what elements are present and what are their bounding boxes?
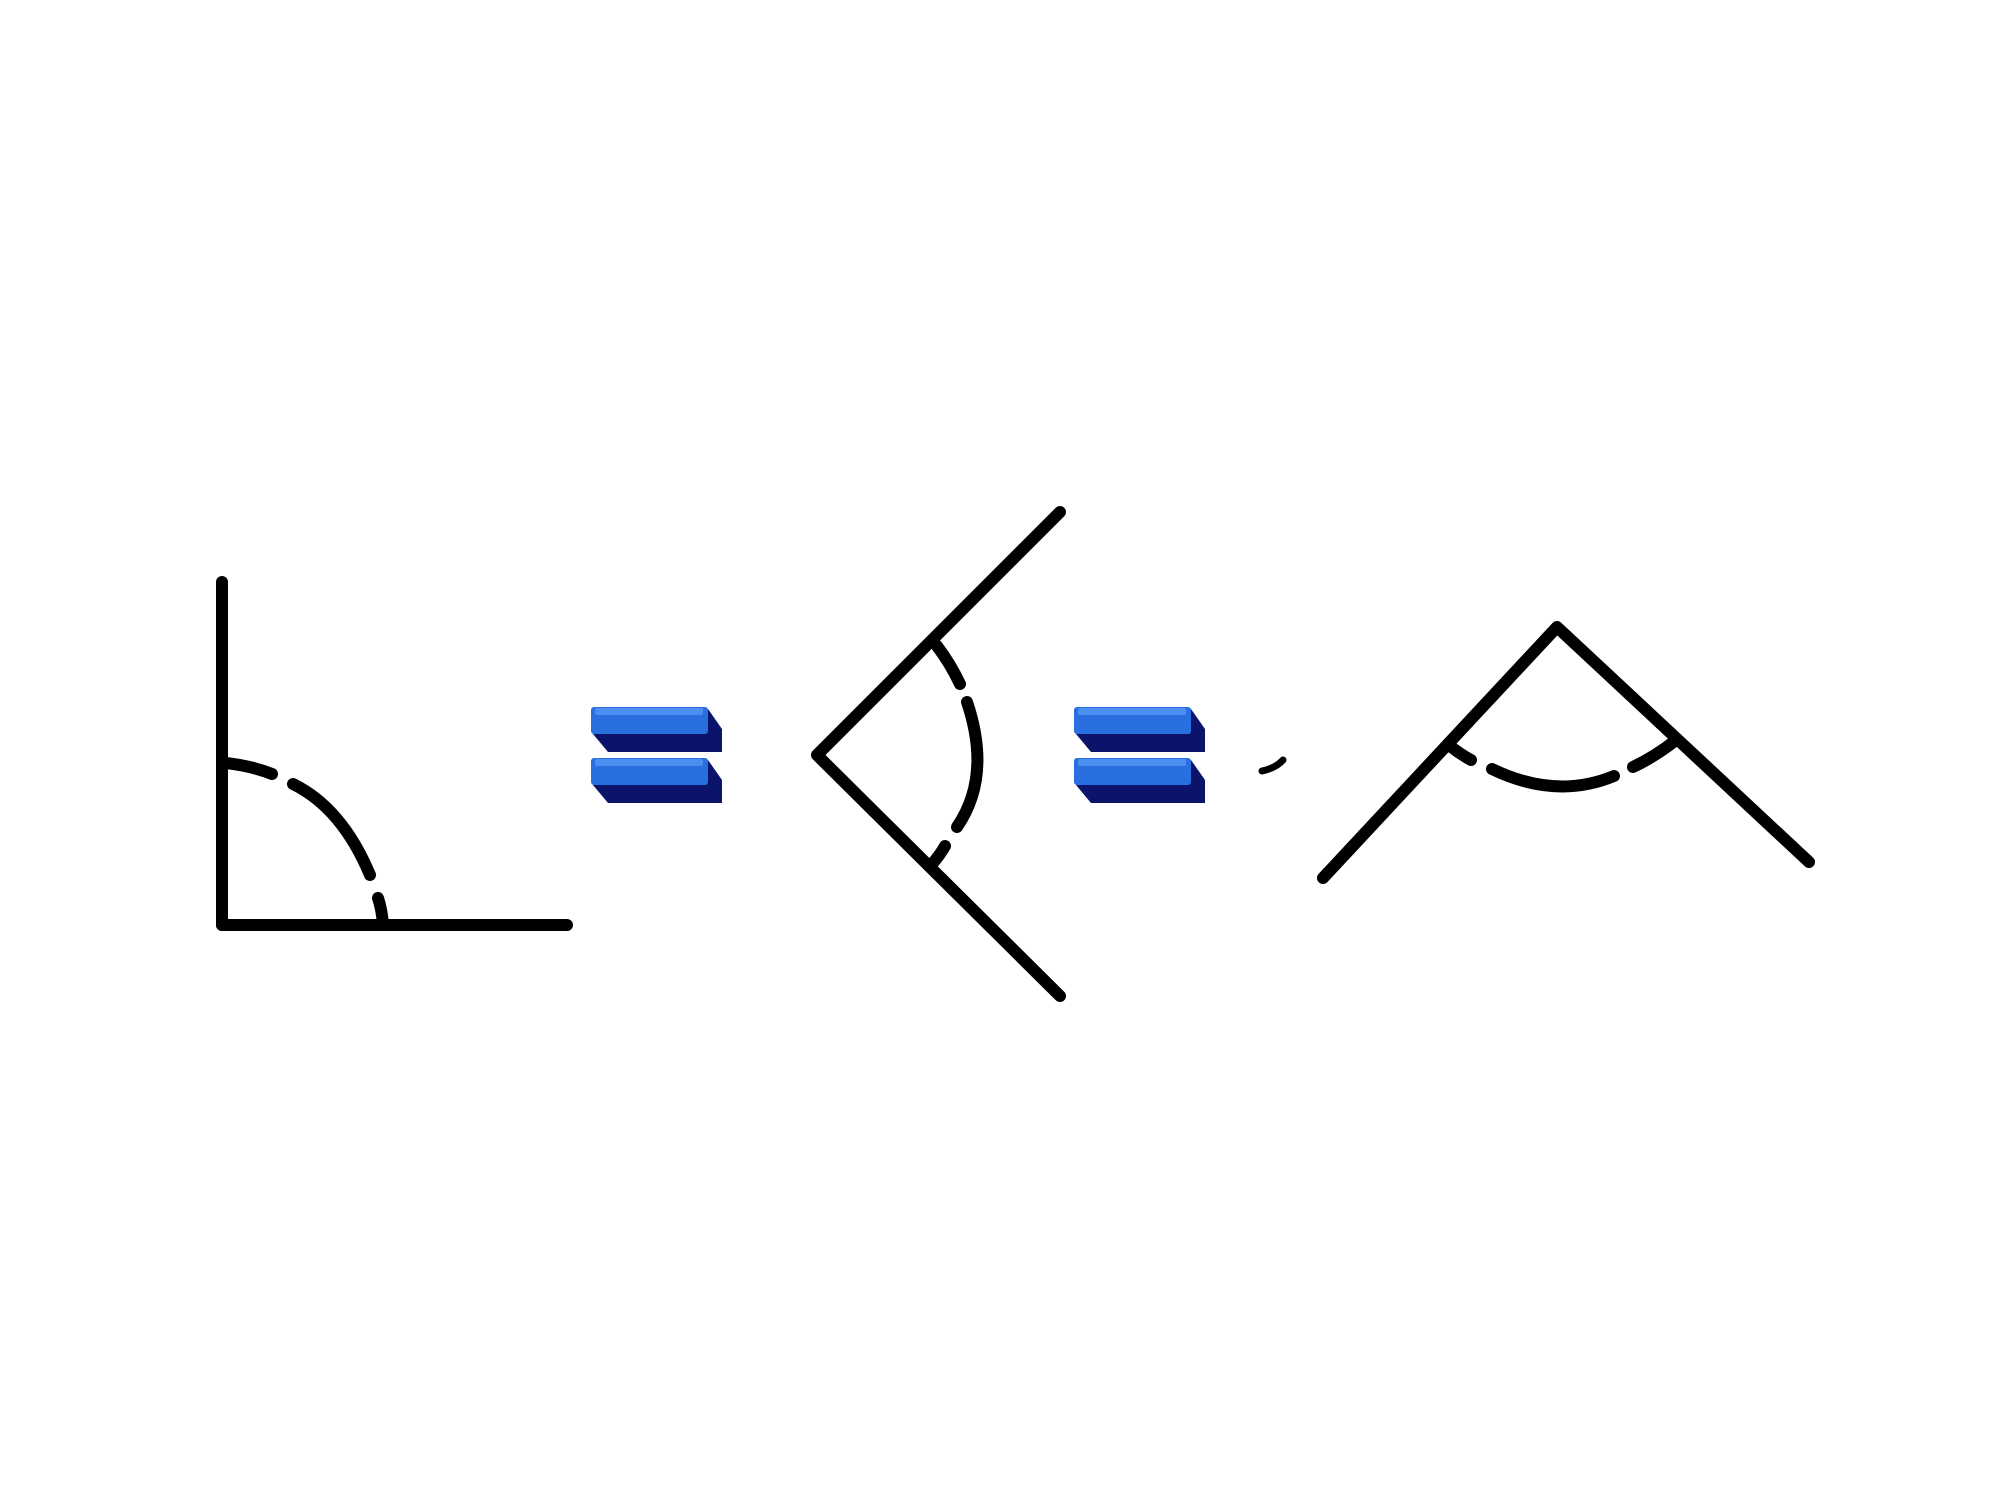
right-angle-figure bbox=[216, 576, 573, 931]
equals-bar-bottom-highlight bbox=[595, 759, 703, 766]
equals-bar-bottom-highlight bbox=[1078, 759, 1186, 766]
right-angle-arc-segment-2 bbox=[287, 778, 376, 881]
equals-bar-top-highlight bbox=[1078, 708, 1186, 715]
upward-angle-arc-segment-1 bbox=[1444, 740, 1477, 766]
equals-sign-1 bbox=[591, 707, 722, 803]
sideways-angle-arc-segment-1 bbox=[931, 640, 966, 690]
equals-bar-bottom bbox=[1074, 758, 1205, 803]
sideways-angle-figure bbox=[811, 506, 1066, 1002]
equals-sign-2 bbox=[1074, 707, 1205, 803]
sideways-angle-arc-segment-3 bbox=[926, 840, 951, 870]
upward-angle-arc-segment-3 bbox=[1627, 734, 1682, 773]
stray-mark bbox=[1258, 756, 1287, 775]
equals-bar-top-highlight bbox=[595, 708, 703, 715]
equals-bar-top bbox=[591, 707, 722, 752]
right-angle-arc-segment-3 bbox=[372, 892, 389, 931]
sideways-angle-rays bbox=[811, 506, 1066, 1002]
upward-angle-rays bbox=[1317, 621, 1815, 884]
sideways-angle-arc-segment-2 bbox=[951, 696, 984, 833]
upward-angle-arc-segment-2 bbox=[1486, 763, 1620, 793]
equals-bar-top bbox=[1074, 707, 1205, 752]
right-angle-arc-segment-1 bbox=[220, 757, 278, 780]
equals-bar-bottom bbox=[591, 758, 722, 803]
upward-angle-figure bbox=[1317, 621, 1815, 884]
